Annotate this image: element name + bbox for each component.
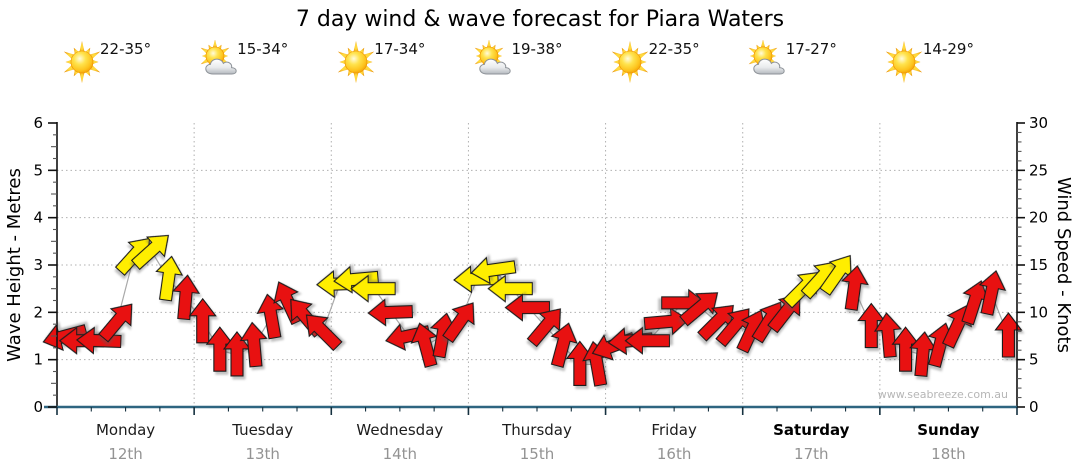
sun-disc	[893, 50, 916, 74]
sun-disc	[344, 50, 368, 74]
wind-arrow	[188, 297, 217, 344]
temp-range-label: 19-38°	[511, 40, 563, 58]
cloud	[479, 58, 511, 75]
right-tick-label: 15	[1029, 256, 1048, 274]
wind-arrow	[98, 303, 133, 343]
day-column: 19-38° Thursday 15th	[469, 40, 605, 475]
right-tick-label: 25	[1029, 161, 1048, 179]
temp-range-label: 14-29°	[922, 40, 974, 58]
wind-arrow	[504, 293, 550, 322]
temp-range-label: 15-34°	[237, 40, 289, 58]
sun-ray	[353, 41, 359, 53]
day-name-label: Friday	[651, 421, 697, 439]
sunny-icon	[886, 41, 923, 83]
right-tick-label: 20	[1029, 209, 1048, 227]
day-column: 22-35° Friday 16th	[606, 40, 742, 475]
sunny-icon	[611, 41, 649, 83]
wind-arrow	[643, 307, 690, 336]
partly-cloudy-icon	[200, 40, 237, 75]
right-axis-title: Wind Speed - Knots	[1053, 177, 1074, 353]
chart-title: 7 day wind & wave forecast for Piara Wat…	[295, 7, 785, 32]
wind-arrow	[994, 312, 1023, 358]
wind-arrow	[367, 298, 414, 327]
temp-range-label: 22-35°	[648, 40, 700, 58]
day-date-label: 17th	[794, 445, 829, 463]
day-column: 22-35° Monday 12th	[58, 40, 194, 475]
day-name-label: Tuesday	[232, 421, 294, 439]
wind-arrow	[239, 321, 268, 368]
left-tick-label: 0	[33, 398, 43, 416]
left-axis-title: Wave Height - Metres	[4, 168, 25, 362]
partly-cloudy-icon	[474, 40, 511, 75]
day-name-label: Sunday	[917, 421, 980, 439]
sun-ray	[901, 41, 908, 53]
sun-ray	[760, 40, 766, 49]
day-column: 14-29° Sunday 18th	[880, 40, 1016, 475]
temp-range-label: 17-27°	[785, 40, 837, 58]
cloud	[205, 58, 237, 75]
left-tick-label: 1	[33, 351, 43, 369]
wind-arrow	[155, 255, 184, 302]
wind-arrow	[487, 274, 533, 303]
right-tick-label: 10	[1029, 303, 1048, 321]
right-tick-label: 5	[1029, 351, 1039, 369]
left-tick-label: 6	[33, 114, 43, 132]
sun-ray	[353, 71, 359, 83]
wind-arrow	[679, 292, 719, 327]
sun-ray	[78, 41, 85, 53]
day-column: 15-34° Tuesday 13th	[195, 40, 331, 475]
day-date-label: 14th	[382, 445, 418, 463]
day-date-label: 16th	[656, 445, 692, 463]
day-name-label: Thursday	[502, 421, 572, 439]
wind-arrow	[171, 274, 201, 321]
temp-range-label: 22-35°	[100, 40, 152, 58]
temp-range-label: 17-34°	[374, 40, 426, 58]
wind-arrow	[350, 274, 396, 303]
watermark: www.seabreeze.com.au	[877, 388, 1008, 401]
wind-arrow	[333, 265, 380, 294]
day-name-label: Wednesday	[356, 421, 444, 439]
sun-ray	[627, 41, 633, 53]
left-tick-label: 2	[33, 303, 43, 321]
sun-ray	[901, 71, 908, 83]
sun-disc	[618, 50, 642, 74]
day-column: 17-27° Saturday 17th	[743, 40, 879, 475]
wind-arrow	[470, 256, 517, 285]
wind-arrow	[526, 308, 561, 348]
sunny-icon	[337, 41, 375, 83]
wind-arrow	[410, 322, 438, 368]
day-date-label: 12th	[108, 445, 143, 463]
day-column: 17-34° Wednesday 14th	[332, 40, 468, 475]
wind-arrow	[873, 312, 903, 359]
wind-arrow	[978, 270, 1007, 316]
wind-arrow	[130, 234, 170, 271]
wind-arrow	[550, 322, 578, 368]
sun-ray	[78, 71, 85, 83]
day-date-label: 15th	[519, 445, 555, 463]
partly-cloudy-icon	[748, 40, 785, 75]
right-tick-label: 0	[1029, 398, 1039, 416]
left-tick-label: 4	[33, 209, 43, 227]
day-name-label: Monday	[95, 421, 156, 439]
sun-ray	[627, 71, 633, 83]
left-tick-label: 3	[33, 256, 43, 274]
right-tick-label: 30	[1029, 114, 1048, 132]
sunny-icon	[63, 41, 100, 83]
sun-ray	[486, 40, 492, 49]
sun-ray	[212, 40, 218, 49]
sun-disc	[70, 50, 93, 74]
wind-arrow	[624, 326, 670, 355]
cloud	[753, 58, 785, 75]
day-date-label: 13th	[245, 445, 280, 463]
day-name-label: Saturday	[773, 421, 850, 439]
left-tick-label: 5	[33, 161, 43, 179]
wind-arrow	[442, 302, 475, 344]
day-date-label: 18th	[931, 445, 966, 463]
wind-arrow	[75, 326, 122, 355]
wind-arrow	[305, 314, 343, 352]
wind-arrow	[256, 293, 285, 340]
wind-arrow	[840, 264, 869, 311]
